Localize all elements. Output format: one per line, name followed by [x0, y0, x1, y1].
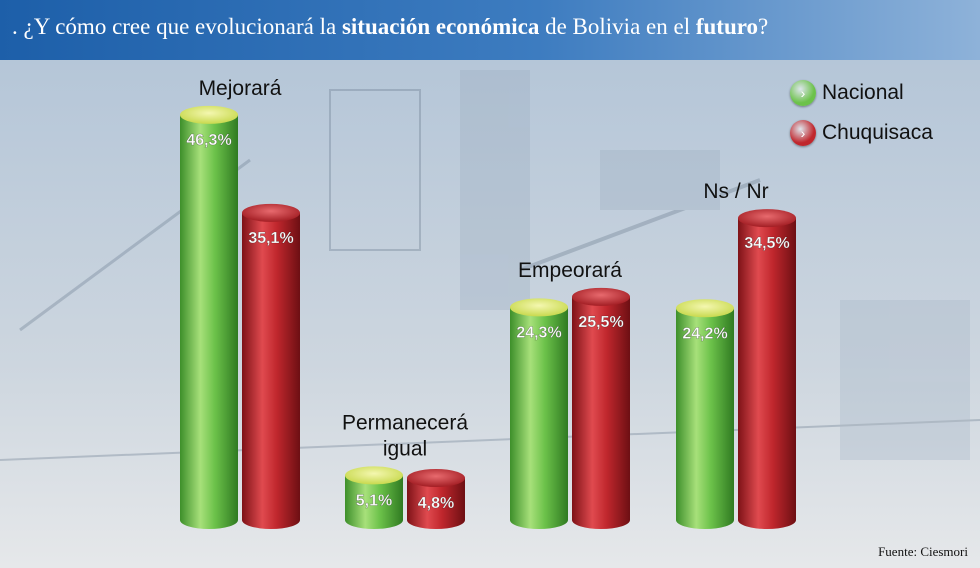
- data-label-nacional-2: 24,3%: [516, 324, 561, 341]
- title-prefix: . ¿Y cómo cree que evolucionará la: [12, 14, 342, 39]
- data-label-chuquisaca-3: 34,5%: [744, 235, 789, 252]
- bar-base: [510, 511, 568, 529]
- legend-item-chuquisaca: › Chuquisaca: [790, 120, 933, 146]
- title-middle: de Bolivia en el: [539, 14, 696, 39]
- bar-cap: [510, 298, 568, 317]
- bar-nacional-1: 5,1%: [345, 466, 403, 529]
- bar-base: [345, 511, 403, 529]
- data-label-nacional-0: 46,3%: [186, 132, 231, 149]
- bars-group: 46,3% 35,1% 5,1% 4,8% 24,3% 25,5% 24,2% 34,5%: [180, 105, 796, 529]
- bar-body: [676, 308, 734, 520]
- bar-body: [738, 218, 796, 520]
- category-label-3: Ns / Nr: [703, 180, 768, 203]
- category-label-1: Permanecerá: [342, 411, 468, 434]
- bar-nacional-3: 24,2%: [676, 299, 734, 529]
- bar-chart: 46,3% 35,1% 5,1% 4,8% 24,3% 25,5% 24,2% 34,5% M…: [0, 60, 980, 568]
- bar-nacional-2: 24,3%: [510, 298, 568, 529]
- legend-label: Nacional: [822, 81, 904, 104]
- bar-cap: [676, 299, 734, 318]
- bar-chuquisaca-0: 35,1%: [242, 203, 300, 529]
- category-label-2: Empeorará: [518, 259, 622, 282]
- background: [0, 60, 980, 568]
- bar-body: [180, 114, 238, 520]
- chart-title: . ¿Y cómo cree que evolucionará la situa…: [12, 14, 768, 40]
- bar-base: [242, 511, 300, 529]
- chevron-right-icon: ›: [790, 80, 816, 106]
- bar-cap: [180, 105, 238, 124]
- title-suffix: ?: [758, 14, 769, 39]
- legend-label: Chuquisaca: [822, 121, 933, 144]
- bar-cap: [738, 209, 796, 228]
- bar-base: [180, 511, 238, 529]
- data-label-chuquisaca-1: 4,8%: [418, 495, 454, 512]
- bar-base: [572, 511, 630, 529]
- bar-cap: [572, 287, 630, 306]
- category-label-1: igual: [383, 437, 427, 460]
- bar-base: [407, 511, 465, 529]
- bar-nacional-0: 46,3%: [180, 105, 238, 529]
- bar-chuquisaca-1: 4,8%: [407, 469, 465, 529]
- data-label-nacional-1: 5,1%: [356, 492, 392, 509]
- data-label-chuquisaca-2: 25,5%: [578, 314, 623, 331]
- chevron-right-icon: ›: [790, 120, 816, 146]
- bar-body: [510, 307, 568, 520]
- source-note: Fuente: Ciesmori: [878, 544, 968, 559]
- legend-item-nacional: › Nacional: [790, 80, 904, 106]
- bar-body: [242, 212, 300, 520]
- data-label-chuquisaca-0: 35,1%: [248, 230, 293, 247]
- title-bold-2: futuro: [695, 14, 759, 39]
- bar-cap: [345, 466, 403, 485]
- title-bar: . ¿Y cómo cree que evolucionará la situa…: [0, 0, 980, 60]
- labels-group: Mejorará Permanecerá igual Empeorará Ns / Nr: [199, 77, 769, 461]
- title-bold-1: situación económica: [341, 14, 540, 39]
- bar-body: [572, 296, 630, 520]
- bar-cap: [242, 203, 300, 222]
- data-label-nacional-3: 24,2%: [682, 325, 727, 342]
- bar-base: [738, 511, 796, 529]
- background-structures: [0, 70, 980, 461]
- category-label-0: Mejorará: [199, 77, 282, 100]
- bar-base: [676, 511, 734, 529]
- bar-chuquisaca-3: 34,5%: [738, 209, 796, 529]
- bar-chuquisaca-2: 25,5%: [572, 287, 630, 529]
- bar-cap: [407, 469, 465, 487]
